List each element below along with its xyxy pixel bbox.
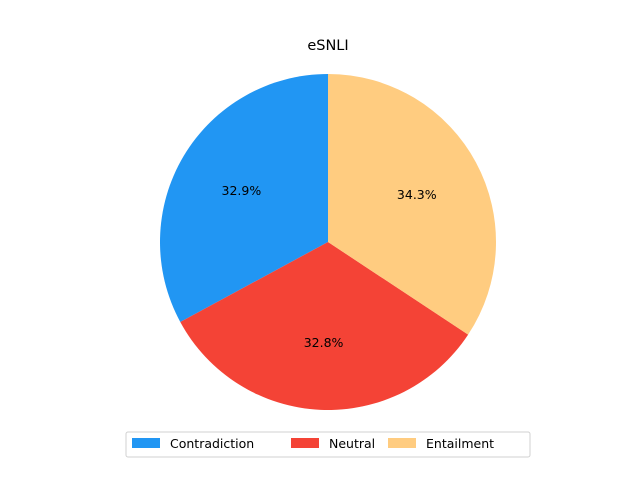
legend: Contradiction Neutral Entailment [125,431,531,458]
pie-label-contradiction: 32.9% [222,183,262,198]
legend-swatch-entailment [388,438,416,448]
pie-label-neutral: 32.8% [304,335,344,350]
pie-percentage-labels: 32.9% 32.8% 34.3% [222,183,437,350]
pie-label-entailment: 34.3% [397,187,437,202]
legend-label-contradiction: Contradiction [170,436,254,451]
pie-slice-contradiction [160,74,328,323]
legend-swatch-neutral [291,438,319,448]
legend-label-entailment: Entailment [426,436,494,451]
chart-title: eSNLI [307,38,348,54]
pie-slices [160,74,497,410]
pie-slice-neutral [180,242,469,410]
pie-slice-entailment [328,74,497,335]
legend-label-neutral: Neutral [329,436,375,451]
legend-frame [125,431,531,458]
legend-items: Contradiction Neutral Entailment [132,436,494,451]
legend-swatch-contradiction [132,438,160,448]
